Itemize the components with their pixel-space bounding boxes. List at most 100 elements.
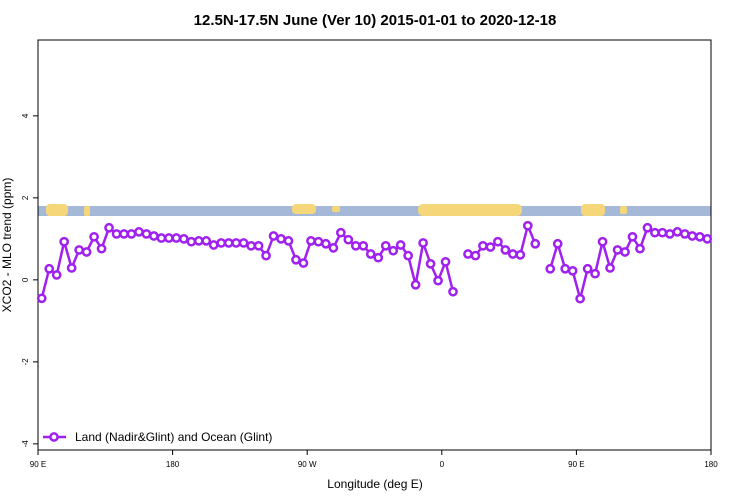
data-point	[485, 242, 496, 252]
data-point	[687, 231, 698, 241]
data-point	[702, 234, 713, 244]
data-point	[590, 268, 600, 279]
data-point	[171, 233, 182, 243]
data-point	[164, 233, 174, 243]
data-point	[350, 240, 361, 251]
data-point	[418, 238, 428, 248]
data-point	[530, 238, 541, 249]
data-point	[223, 238, 234, 248]
land-patch	[84, 206, 90, 216]
land-patch	[418, 204, 522, 216]
data-point	[238, 238, 249, 248]
data-point	[186, 236, 197, 247]
data-point	[291, 254, 301, 265]
data-point	[119, 229, 129, 239]
land-patch	[332, 206, 340, 212]
data-point	[620, 247, 630, 257]
data-point	[178, 234, 189, 244]
data-point	[253, 240, 264, 251]
data-point	[627, 231, 638, 242]
data-point	[470, 250, 481, 261]
data-point	[448, 286, 458, 297]
data-point	[612, 245, 623, 255]
data-point	[313, 236, 324, 247]
x-tick-label: 0	[440, 460, 445, 469]
y-axis-title: XCO2 - MLO trend (ppm)	[0, 178, 14, 313]
data-point	[89, 231, 99, 242]
x-tick-label: 90 W	[298, 460, 317, 469]
data-point	[321, 238, 331, 249]
data-point	[261, 250, 271, 261]
data-point	[694, 231, 705, 242]
data-point	[283, 236, 294, 246]
data-point	[650, 227, 660, 238]
data-point	[36, 293, 47, 304]
ocean-band	[38, 206, 711, 216]
y-tick-label: -4	[21, 440, 30, 448]
y-tick-label: 4	[21, 113, 30, 118]
land-patch	[620, 206, 627, 214]
data-point	[343, 234, 354, 245]
data-point	[433, 275, 443, 286]
data-point	[141, 229, 152, 239]
data-point	[74, 245, 84, 255]
data-point	[66, 263, 77, 273]
data-point	[567, 265, 578, 276]
data-point	[81, 247, 92, 257]
data-point	[605, 263, 615, 273]
data-point	[380, 240, 391, 251]
data-point	[597, 236, 608, 247]
plot-frame	[37, 39, 712, 451]
chart-title: 12.5N-17.5N June (Ver 10) 2015-01-01 to …	[194, 12, 557, 29]
data-point	[134, 227, 144, 237]
x-axis-title: Longitude (deg E)	[327, 477, 422, 491]
x-tick-label: 180	[166, 460, 180, 469]
data-point	[373, 252, 384, 263]
data-point	[268, 231, 279, 241]
data-point	[515, 249, 526, 260]
data-point	[358, 240, 369, 251]
data-point	[552, 238, 563, 249]
data-point	[51, 270, 62, 280]
x-tick-label: 180	[704, 460, 718, 469]
data-point	[388, 245, 399, 256]
data-point	[59, 236, 70, 247]
data-point	[126, 229, 137, 239]
data-point	[298, 258, 309, 268]
data-point	[306, 236, 316, 246]
data-point	[216, 238, 227, 248]
data-point	[336, 227, 346, 238]
y-tick-label: 0	[21, 277, 30, 282]
map-strip	[38, 204, 711, 216]
data-point	[44, 263, 55, 274]
data-point	[246, 240, 256, 251]
data-point	[149, 231, 159, 241]
data-point	[657, 227, 668, 238]
data-point	[156, 233, 167, 243]
y-tick-label: -2	[21, 358, 30, 366]
x-tick-label: 90 E	[30, 460, 46, 469]
data-point	[522, 220, 533, 231]
legend-marker	[49, 432, 59, 442]
land-patch	[581, 204, 605, 216]
data-point	[96, 243, 107, 254]
data-point	[201, 236, 212, 246]
data-point	[193, 236, 204, 246]
data-point	[410, 279, 421, 290]
data-point	[672, 227, 683, 237]
data-point	[463, 249, 473, 259]
data-point	[642, 222, 653, 233]
x-tick-label: 90 E	[568, 460, 584, 469]
data-point	[395, 240, 406, 250]
data-point	[545, 263, 556, 274]
data-point	[507, 249, 518, 259]
data-point	[365, 249, 376, 259]
data-point	[493, 236, 503, 247]
data-point	[111, 229, 122, 239]
data-point	[500, 245, 511, 255]
data-point	[582, 263, 593, 274]
data-point	[665, 229, 675, 239]
data-point	[231, 238, 242, 248]
data-point	[575, 293, 585, 304]
